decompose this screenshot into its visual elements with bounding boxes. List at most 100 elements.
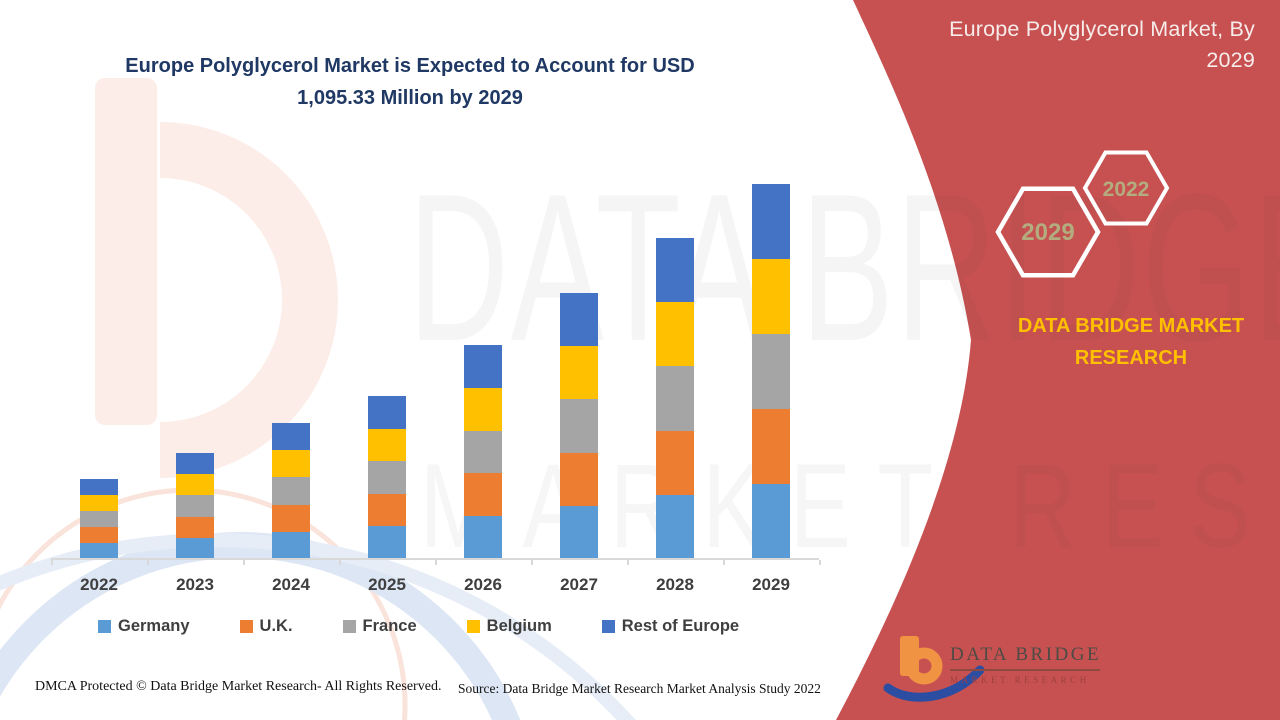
bar-segment-2025-rest-of-europe — [368, 396, 406, 429]
bar-segment-2024-france — [272, 477, 310, 505]
bar-2029 — [752, 184, 790, 559]
bar-segment-2026-germany — [464, 516, 502, 559]
bar-segment-2028-france — [656, 366, 694, 431]
legend-swatch-icon — [601, 620, 615, 633]
legend-label: France — [362, 617, 417, 635]
panel-title-line2: 2029 — [1206, 48, 1255, 72]
hexagon-2022-icon: 2022 — [1082, 150, 1170, 226]
axis-tick — [627, 560, 629, 565]
bar-segment-2022-france — [80, 511, 118, 527]
bar-segment-2025-belgium — [368, 428, 406, 462]
axis-label-2026: 2026 — [464, 575, 502, 594]
bar-2022 — [80, 479, 118, 559]
axis-tick — [51, 560, 53, 565]
axis-tick — [819, 560, 821, 565]
bar-segment-2023-germany — [176, 537, 214, 559]
bar-segment-2025-france — [368, 461, 406, 494]
bar-segment-2029-u-k- — [752, 409, 790, 484]
chart-title-line1: Europe Polyglycerol Market is Expected t… — [125, 55, 695, 77]
bar-segment-2025-germany — [368, 526, 406, 559]
bar-segment-2028-germany — [656, 494, 694, 559]
x-axis-line — [51, 558, 821, 565]
watermark-text-line1: DATA BRIDGE — [408, 150, 1280, 386]
axis-tick — [435, 560, 437, 565]
bar-segment-2024-u-k- — [272, 504, 310, 532]
bar-2023 — [176, 453, 214, 559]
legend-swatch-icon — [342, 620, 356, 633]
bar-segment-2023-france — [176, 495, 214, 517]
bar-2026 — [464, 345, 502, 559]
legend-item-belgium: Belgium — [466, 617, 552, 636]
databridge-logo-icon — [883, 636, 985, 702]
bar-segment-2027-france — [560, 399, 598, 453]
databridge-logo-text: DATA BRIDGE MARKET RESEARCH — [950, 644, 1120, 685]
bar-segment-2027-belgium — [560, 346, 598, 400]
bar-segment-2024-belgium — [272, 450, 310, 478]
bar-segment-2024-rest-of-europe — [272, 423, 310, 451]
hexagon-2022-label: 2022 — [1103, 178, 1150, 201]
bar-2027 — [560, 293, 598, 559]
axis-label-2027: 2027 — [560, 575, 598, 594]
bar-segment-2026-rest-of-europe — [464, 345, 502, 388]
legend-label: Belgium — [486, 617, 552, 635]
legend-item-germany: Germany — [98, 617, 190, 636]
chart-title-line2: 1,095.33 Million by 2029 — [297, 87, 523, 109]
axis-label-2029: 2029 — [752, 575, 790, 594]
axis-label-2023: 2023 — [176, 575, 214, 594]
bar-segment-2027-rest-of-europe — [560, 293, 598, 347]
bar-segment-2023-u-k- — [176, 516, 214, 538]
logo-name: DATA BRIDGE — [950, 644, 1102, 665]
axis-tick — [339, 560, 341, 565]
legend-item-france: France — [342, 617, 417, 636]
bar-2028 — [656, 238, 694, 559]
bar-2024 — [272, 423, 310, 559]
bar-segment-2023-belgium — [176, 474, 214, 496]
bar-segment-2026-u-k- — [464, 473, 502, 517]
footer-source-text: Source: Data Bridge Market Research Mark… — [458, 681, 821, 696]
bar-segment-2022-germany — [80, 543, 118, 559]
legend-item-rest-of-europe: Rest of Europe — [601, 617, 739, 636]
bar-segment-2027-germany — [560, 505, 598, 559]
bar-segment-2026-belgium — [464, 387, 502, 431]
axis-label-2025: 2025 — [368, 575, 406, 594]
bar-segment-2029-rest-of-europe — [752, 184, 790, 259]
bar-2025 — [368, 396, 406, 559]
legend-swatch-icon — [239, 620, 253, 633]
bar-segment-2029-france — [752, 334, 790, 409]
panel-title: Europe Polyglycerol Market, By 2029 — [895, 14, 1255, 76]
logo-underline — [950, 669, 1100, 671]
footer-dmca-text: DMCA Protected © Data Bridge Market Rese… — [35, 679, 442, 694]
axis-tick — [147, 560, 149, 565]
legend-item-u-k-: U.K. — [239, 617, 293, 636]
bar-segment-2029-germany — [752, 484, 790, 559]
axis-label-2024: 2024 — [272, 575, 310, 594]
axis-tick — [723, 560, 725, 565]
axis-tick — [243, 560, 245, 565]
chart-legend: Germany U.K. France Belgium Rest of Europe — [98, 617, 739, 636]
bar-segment-2028-belgium — [656, 302, 694, 367]
hexagon-2029-icon: 2029 — [995, 186, 1101, 278]
bar-segment-2022-rest-of-europe — [80, 479, 118, 495]
bar-segment-2024-germany — [272, 531, 310, 559]
bar-segment-2023-rest-of-europe — [176, 453, 214, 475]
hexagon-2029-label: 2029 — [1021, 219, 1074, 246]
axis-tick — [531, 560, 533, 565]
bar-segment-2022-belgium — [80, 495, 118, 511]
chart-title: Europe Polyglycerol Market is Expected t… — [55, 50, 765, 114]
legend-swatch-icon — [98, 620, 111, 633]
legend-label: Germany — [118, 617, 190, 635]
axis-label-2022: 2022 — [80, 575, 118, 594]
bar-segment-2022-u-k- — [80, 527, 118, 543]
logo-subtitle: MARKET RESEARCH — [950, 675, 1090, 685]
bar-segment-2027-u-k- — [560, 452, 598, 506]
legend-swatch-icon — [466, 620, 480, 633]
legend-label: U.K. — [259, 617, 293, 635]
brand-text: DATA BRIDGE MARKET RESEARCH — [1017, 315, 1245, 369]
panel-title-line1: Europe Polyglycerol Market, By — [949, 17, 1255, 41]
bar-segment-2026-france — [464, 430, 502, 474]
axis-label-2028: 2028 — [656, 575, 694, 594]
